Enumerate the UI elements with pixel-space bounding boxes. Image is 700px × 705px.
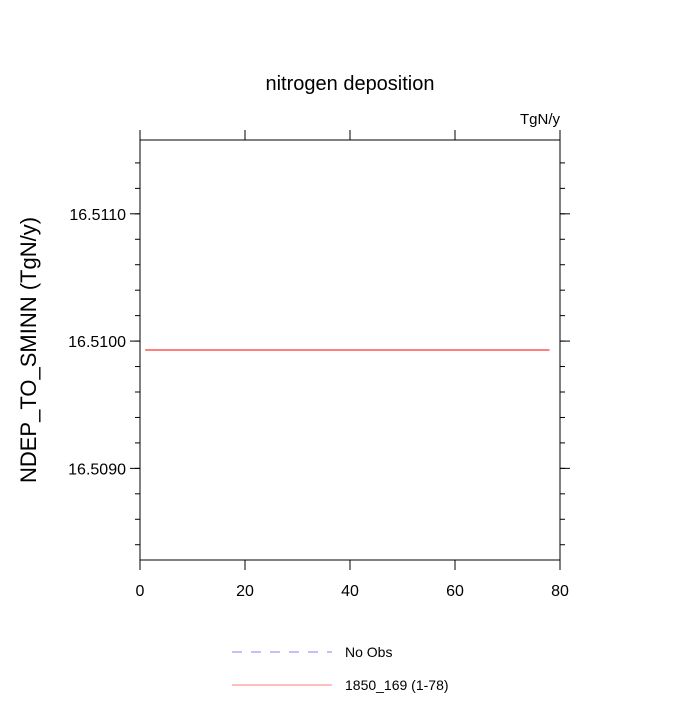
y-tick-label: 16.5090 — [68, 461, 126, 478]
legend-label: 1850_169 (1-78) — [345, 677, 449, 693]
legend-label: No Obs — [345, 644, 392, 660]
plot-frame — [139, 139, 561, 561]
chart-title: nitrogen deposition — [265, 73, 434, 95]
x-tick-label: 20 — [236, 583, 254, 600]
y-tick-label: 16.5110 — [69, 207, 126, 224]
x-tick-label: 80 — [551, 583, 569, 600]
units-label: TgN/y — [520, 111, 561, 128]
x-tick-label: 40 — [341, 583, 359, 600]
y-axis-label: NDEP_TO_SMINN (TgN/y) — [16, 217, 41, 483]
x-tick-label: 0 — [136, 583, 145, 600]
x-tick-label: 60 — [446, 583, 464, 600]
y-tick-label: 16.5100 — [68, 334, 126, 351]
